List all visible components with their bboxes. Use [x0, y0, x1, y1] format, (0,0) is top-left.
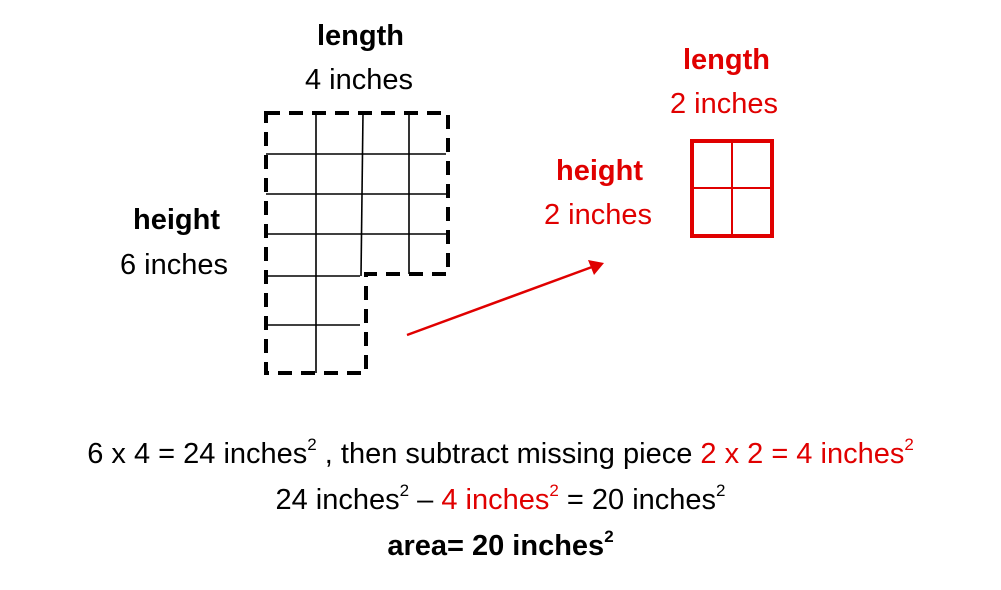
eq2-subtracted: 4 inches [441, 484, 550, 516]
big-shape-grid [266, 112, 446, 373]
area-result-text: area= 20 inches [387, 530, 605, 562]
big-shape-outline [264, 111, 450, 375]
big-height-value: 6 inches [120, 249, 229, 281]
big-length-title: length [317, 20, 404, 52]
piece-height-title: height [556, 155, 643, 187]
eq1-total: 6 x 4 = 24 inches [87, 438, 308, 470]
piece-length-value: 2 inches [670, 88, 779, 120]
eq2-result-exponent: 2 [716, 481, 726, 500]
big-length-value: 4 inches [305, 64, 414, 96]
eq2-subtracted-exponent: 2 [549, 481, 559, 500]
eq2-start-exponent: 2 [399, 481, 410, 500]
equation-line-1: 6 x 4 = 24 inches2 , then subtract missi… [0, 435, 1001, 471]
eq1-missing-piece: 2 x 2 = 4 inches [700, 438, 905, 470]
eq1-total-exponent: 2 [307, 435, 317, 454]
area-result-exponent: 2 [604, 527, 614, 546]
missing-piece-square [690, 139, 774, 238]
arrow-icon [406, 260, 604, 337]
eq1-middle-text: , then subtract missing piece [316, 438, 701, 470]
eq1-missing-exponent: 2 [904, 435, 914, 454]
area-result: area= 20 inches2 [0, 527, 1001, 563]
piece-height-value: 2 inches [544, 199, 653, 231]
equation-line-2: 24 inches2 – 4 inches2 = 20 inches2 [0, 481, 1001, 517]
eq2-start: 24 inches [275, 484, 400, 516]
big-height-title: height [133, 204, 220, 236]
piece-length-title: length [683, 44, 770, 76]
eq2-minus: – [409, 484, 442, 516]
eq2-result: = 20 inches [558, 484, 717, 516]
